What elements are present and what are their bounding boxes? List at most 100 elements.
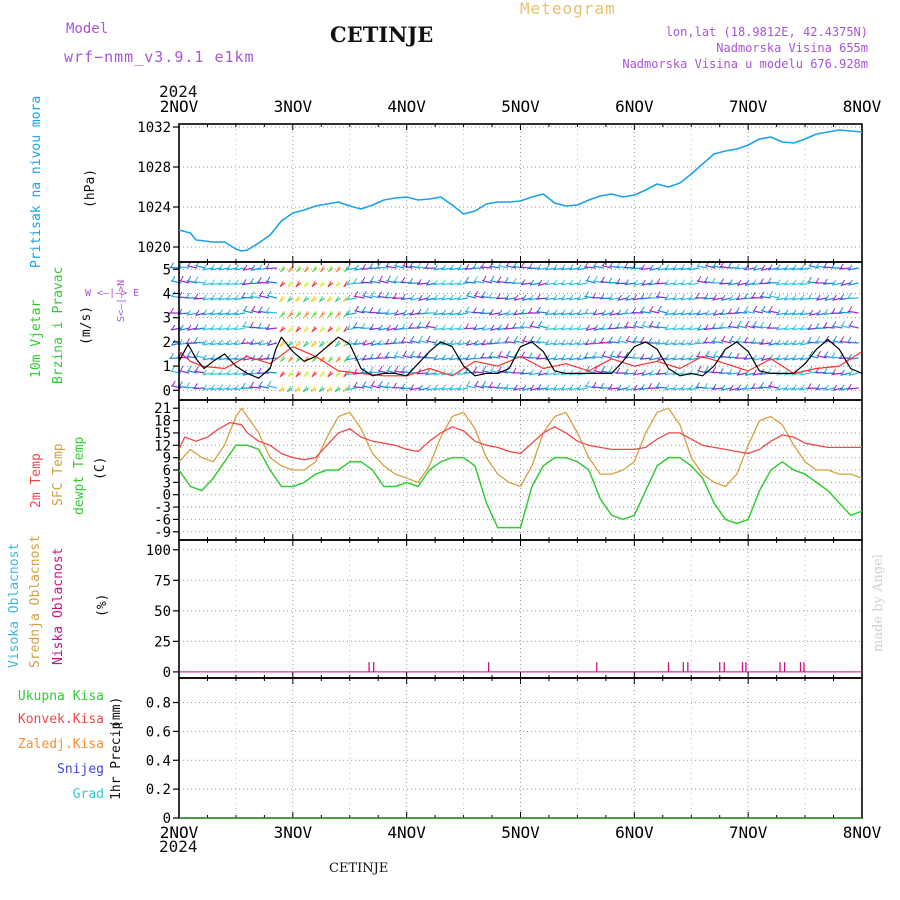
wind-barb — [552, 342, 564, 346]
wind-barb — [376, 266, 389, 269]
wind-barb — [457, 342, 469, 346]
y-tick-label: 1 — [163, 359, 171, 375]
wind-barb-feather — [729, 335, 734, 342]
wind-barb — [497, 265, 509, 269]
wind-barb — [631, 267, 644, 270]
wind-barb — [583, 312, 596, 315]
wind-barb-feather — [626, 294, 630, 301]
wind-barb-feather — [504, 277, 509, 283]
wind-barb — [791, 372, 803, 376]
wind-barb-feather — [561, 354, 566, 360]
wind-barb — [520, 372, 532, 375]
wind-barb-feather — [203, 354, 207, 360]
wind-barb — [536, 267, 548, 271]
wind-barb-feather — [450, 309, 454, 315]
wind-barb — [345, 387, 357, 391]
wind-barb — [266, 295, 278, 299]
wind-barb — [680, 357, 692, 361]
wind-barb — [544, 372, 556, 376]
wind-barb-feather — [465, 263, 470, 270]
wind-barb-feather — [250, 291, 255, 297]
wind-barb — [544, 312, 556, 316]
wind-barb-feather — [553, 264, 558, 270]
wind-barb — [688, 327, 700, 331]
wind-barb-feather — [203, 309, 207, 315]
wind-barb-feather — [800, 354, 805, 360]
credit-label: made by Angel — [871, 554, 886, 652]
wind-barb-feather — [553, 354, 558, 360]
wind-barb-feather — [241, 338, 246, 344]
wind-barb-feather — [295, 326, 300, 332]
wind-barb-feather — [553, 294, 558, 300]
wind-barb — [695, 342, 708, 345]
wind-barb-feather — [713, 294, 717, 300]
y-tick-label: 1020 — [137, 240, 171, 256]
wind-barb — [210, 387, 222, 391]
wind-barb-feather — [393, 293, 398, 299]
wind-barb-feather — [656, 291, 661, 298]
wind-barb-feather — [825, 294, 830, 301]
wind-barb — [831, 325, 843, 329]
wind-barb — [848, 372, 859, 376]
wind-barb-feather — [327, 295, 332, 302]
wind-barb — [536, 297, 548, 300]
y-tick-label: 4 — [163, 286, 171, 302]
wind-barb-feather — [585, 291, 589, 297]
wind-barb-feather — [170, 262, 174, 268]
wind-barb-feather — [528, 307, 533, 314]
wind-barb-feather — [530, 279, 535, 286]
wind-barb-feather — [737, 384, 742, 391]
wind-barb-feather — [600, 337, 605, 343]
wind-barb-feather — [649, 305, 654, 312]
wind-barb — [425, 372, 437, 376]
wind-barb — [680, 312, 692, 316]
wind-barb-feather — [482, 365, 487, 372]
wind-barb-feather — [328, 356, 333, 362]
wind-barb — [824, 387, 835, 391]
wind-barb-feather — [474, 380, 479, 387]
wind-barb — [664, 387, 676, 391]
wind-barb-feather — [800, 369, 805, 375]
wind-barb — [585, 327, 596, 331]
x-tick-label-top: 2NOV — [160, 97, 199, 116]
wind-barb-feather — [600, 382, 605, 389]
wind-barb-feather — [530, 320, 534, 327]
wind-barb — [544, 297, 556, 301]
wind-barb-feather — [410, 294, 415, 301]
wind-barb — [560, 387, 572, 391]
wind-barb — [511, 282, 524, 285]
wind-barb — [385, 312, 397, 316]
wind-barb-feather — [219, 324, 223, 330]
wind-barb — [258, 342, 270, 346]
y-tick-label: 1028 — [137, 160, 171, 176]
wind-barb-feather — [640, 306, 645, 312]
wind-barb — [672, 282, 684, 286]
x-tick-label-bottom: 4NOV — [387, 823, 426, 842]
wind-barb — [186, 312, 198, 316]
wind-barb-feather — [545, 279, 550, 285]
wind-barb-feather — [641, 264, 645, 270]
wind-barb-feather — [319, 281, 324, 287]
wind-barb-feather — [346, 279, 351, 285]
y-tick-label: 18 — [154, 414, 171, 430]
wind-barb-feather — [303, 295, 308, 302]
wind-barb — [433, 387, 445, 391]
wind-barb — [664, 267, 676, 271]
wind-barb-feather — [280, 311, 285, 317]
wind-barb-feather — [251, 264, 256, 271]
wind-barb — [179, 370, 190, 374]
wind-barb-feather — [353, 381, 358, 388]
wind-barb-feather — [296, 266, 301, 272]
wind-barb-feather — [472, 262, 477, 269]
wind-barb — [544, 387, 556, 391]
wind-barb-feather — [211, 369, 215, 375]
wind-barb — [624, 282, 636, 286]
wind-barb — [585, 280, 596, 284]
wind-barb — [568, 312, 580, 316]
wind-barb — [608, 297, 620, 301]
wind-barb — [808, 312, 819, 316]
wind-barb — [593, 280, 604, 284]
wind-barb — [544, 282, 556, 286]
wind-barb-feather — [369, 324, 374, 330]
wind-barb — [226, 327, 238, 331]
